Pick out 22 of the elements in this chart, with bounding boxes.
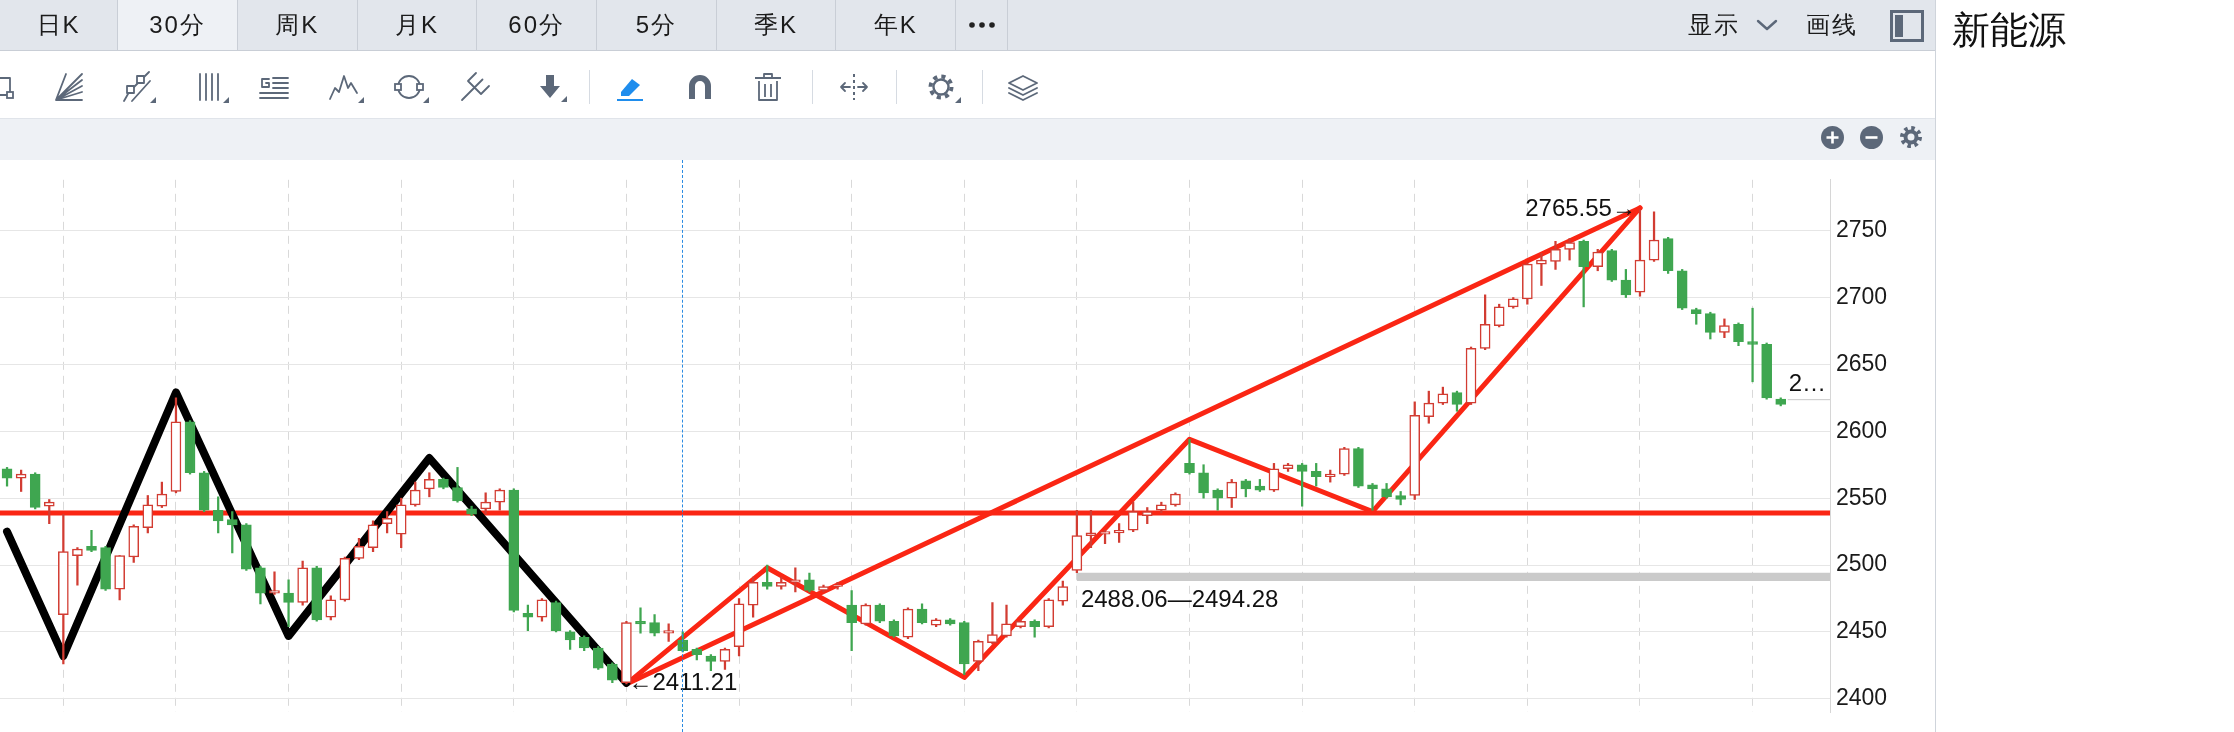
y-tick-label: 2600 [1836,416,1888,443]
y-tick-label: 2400 [1836,684,1888,711]
tab: 5分 [597,0,717,50]
band-label: 2488.06—2494.28 [1080,584,1279,612]
tab: 30分 [118,0,238,50]
y-tick-label: 2750 [1836,215,1888,242]
y-tick-label: 2550 [1836,483,1888,510]
text: 画线 [1806,10,1858,40]
tab: 周K [237,0,358,50]
y-tick-label: 2500 [1836,550,1888,577]
tab: 60分 [477,0,597,50]
text: 新能源 [1952,9,2066,51]
text: 2… [1788,368,1827,396]
y-tick-label: 2700 [1836,282,1888,309]
text: 显示 [1688,10,1740,40]
annotation: 2765.55→ [1525,194,1636,222]
tab: 季K [716,0,837,50]
tab: 年K [836,0,957,50]
tab: 月K [357,0,478,50]
annotation: ←2411.21 [628,668,738,696]
y-tick-label: 2450 [1836,617,1888,644]
y-tick-label: 2650 [1836,349,1888,376]
